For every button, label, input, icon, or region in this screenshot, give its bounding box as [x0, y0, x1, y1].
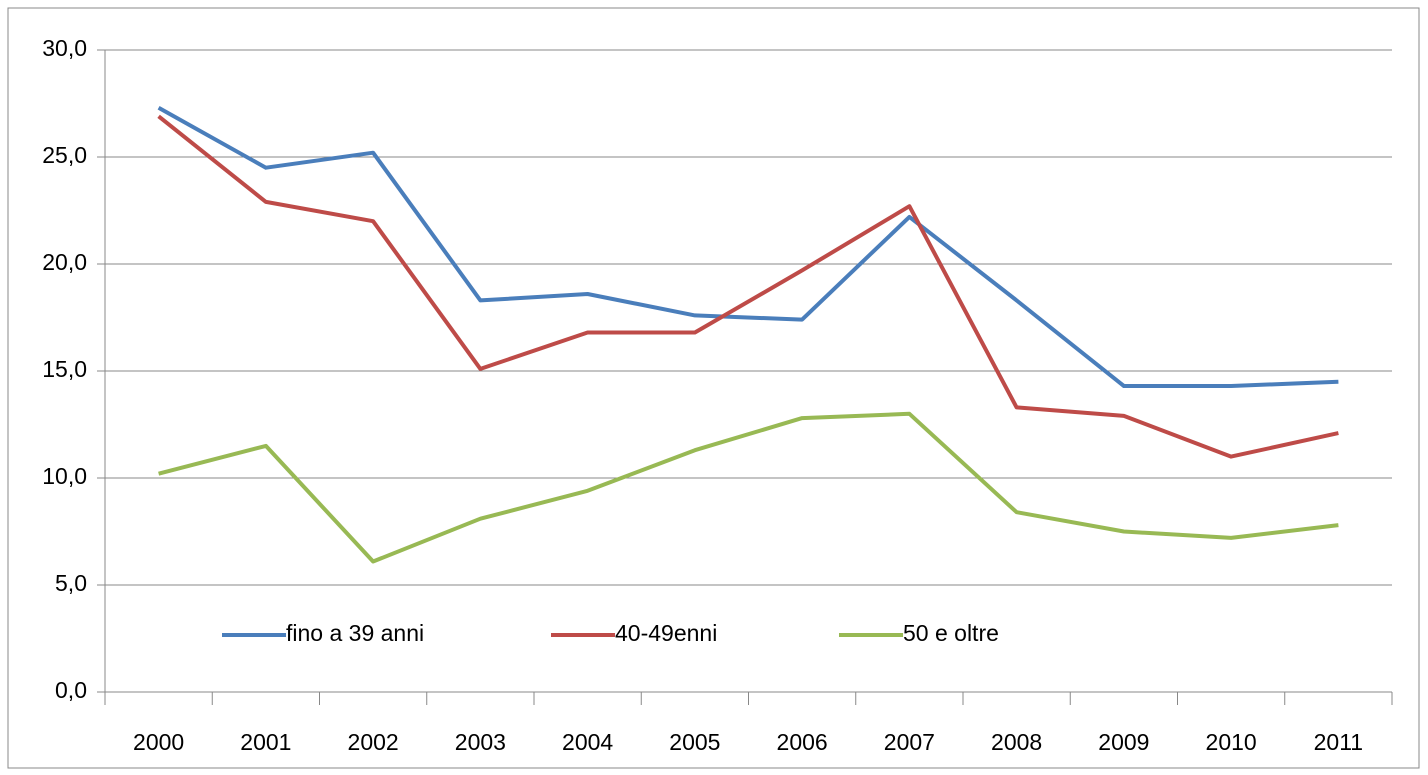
- x-tick-label: 2000: [133, 729, 184, 755]
- y-tick-label: 0,0: [55, 677, 87, 703]
- series-line: [158, 411, 1339, 564]
- y-tick-label: 10,0: [42, 463, 87, 489]
- y-tick-label: 15,0: [42, 356, 87, 382]
- x-tick-label: 2002: [348, 729, 399, 755]
- x-tick-label: 2001: [240, 729, 291, 755]
- y-tick-label: 25,0: [42, 142, 87, 168]
- x-tick-label: 2008: [991, 729, 1042, 755]
- x-tick-label: 2004: [562, 729, 613, 755]
- x-tick-label: 2003: [455, 729, 506, 755]
- y-tick-label: 20,0: [42, 249, 87, 275]
- x-tick-label: 2011: [1314, 729, 1363, 755]
- x-tick-label: 2005: [669, 729, 720, 755]
- x-tick-label: 2009: [1098, 729, 1149, 755]
- series-line: [157, 114, 1339, 459]
- x-tick-label: 2010: [1206, 729, 1257, 755]
- y-tick-label: 30,0: [42, 35, 87, 61]
- legend-label: fino a 39 anni: [286, 620, 424, 646]
- x-tick-label: 2006: [777, 729, 828, 755]
- series-line: [157, 106, 1339, 388]
- legend-label: 40-49enni: [615, 620, 717, 646]
- legend-label: 50 e oltre: [903, 620, 999, 646]
- x-tick-label: 2007: [884, 729, 935, 755]
- y-tick-label: 5,0: [55, 570, 87, 596]
